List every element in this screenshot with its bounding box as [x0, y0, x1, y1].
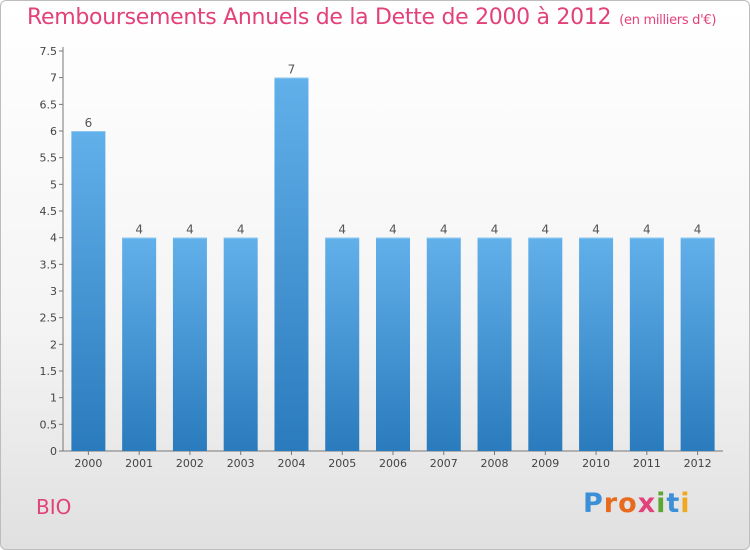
logo-letter: t — [666, 488, 681, 519]
data-label: 4 — [389, 223, 397, 237]
y-tick-label: 2.5 — [40, 312, 58, 325]
y-tick-label: 5.5 — [40, 152, 58, 165]
x-tick-label: 2002 — [176, 457, 204, 470]
data-label: 7 — [288, 63, 296, 77]
x-tick-label: 2003 — [227, 457, 255, 470]
x-tick-label: 2010 — [582, 457, 610, 470]
data-label: 4 — [338, 223, 346, 237]
bar — [71, 131, 106, 451]
bar — [376, 237, 410, 451]
bar — [172, 237, 207, 451]
x-tick-label: 2000 — [74, 457, 102, 470]
unit-label: (en milliers d'€) — [619, 13, 717, 28]
data-label: 4 — [694, 223, 702, 237]
bar — [680, 237, 715, 451]
data-label: 4 — [237, 223, 245, 237]
y-tick-label: 4.5 — [40, 205, 58, 218]
y-tick-label: 1.5 — [40, 365, 58, 378]
data-label: 6 — [85, 116, 93, 130]
data-label: 4 — [440, 223, 448, 237]
y-tick-label: 5 — [50, 178, 57, 191]
proxiti-logo[interactable]: Proxiti — [583, 488, 691, 519]
y-tick-label: 0.5 — [40, 418, 58, 431]
data-label: 4 — [592, 223, 600, 237]
y-tick-label: 0 — [50, 445, 57, 458]
x-tick-label: 2007 — [430, 457, 458, 470]
bar — [477, 237, 512, 451]
bar — [274, 77, 309, 452]
logo-letter: P — [583, 488, 604, 519]
y-tick-label: 6 — [50, 125, 57, 138]
logo-letter: x — [637, 488, 657, 519]
data-label: 4 — [186, 223, 194, 237]
bar — [579, 237, 614, 451]
y-tick-label: 3 — [50, 285, 57, 298]
bar — [325, 237, 360, 451]
commune-name: BIO — [36, 495, 72, 519]
axis-layer: 0 0.5 1 1.5 2 2.5 3 3.5 4 4.5 5 5.5 6 6.5 7 7.5 2000 2001… — [40, 45, 723, 470]
y-tick-label: 4 — [50, 232, 57, 245]
data-label: 4 — [643, 223, 651, 237]
x-tick-label: 2004 — [277, 457, 305, 470]
data-label: 4 — [541, 223, 549, 237]
data-label: 4 — [491, 223, 499, 237]
x-tick-label: 2009 — [531, 457, 559, 470]
y-tick-label: 7.5 — [40, 45, 58, 58]
y-tick-label: 1 — [50, 392, 57, 405]
bar — [223, 237, 258, 451]
y-tick-label: 3.5 — [40, 258, 58, 271]
bar — [528, 237, 563, 451]
logo-letter: o — [618, 488, 638, 519]
logo-letter: r — [603, 488, 619, 519]
bar — [122, 237, 157, 451]
chart-title: Remboursements Annuels de la Dette de 20… — [27, 5, 716, 30]
y-tick-label: 7 — [50, 72, 57, 85]
data-label: 4 — [135, 223, 143, 237]
bar-layer — [71, 77, 715, 452]
x-tick-label: 2012 — [684, 457, 712, 470]
x-tick-label: 2001 — [125, 457, 153, 470]
logo-letter: i — [680, 488, 691, 519]
bar — [629, 237, 664, 451]
x-tick-label: 2011 — [633, 457, 661, 470]
title-text: Remboursements Annuels de la Dette de 20… — [27, 5, 612, 30]
label-layer: 6 4 4 4 7 4 4 4 4 4 4 4 4 — [85, 63, 702, 237]
x-tick-label: 2006 — [379, 457, 407, 470]
y-tick-label: 2 — [50, 338, 57, 351]
x-tick-label: 2005 — [328, 457, 356, 470]
bar — [426, 237, 461, 451]
logo-letter: i — [656, 488, 667, 519]
y-tick-label: 6.5 — [40, 98, 58, 111]
x-tick-label: 2008 — [481, 457, 509, 470]
